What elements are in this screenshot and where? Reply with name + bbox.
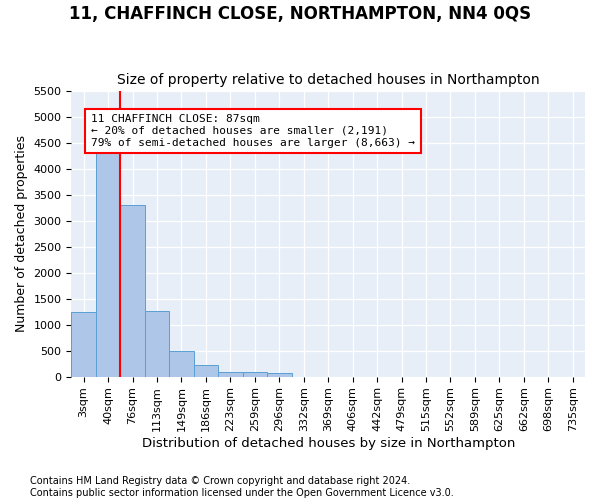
Bar: [71, 312, 96, 376]
Bar: [194, 365, 218, 376]
Bar: [169, 351, 194, 376]
Text: 11, CHAFFINCH CLOSE, NORTHAMPTON, NN4 0QS: 11, CHAFFINCH CLOSE, NORTHAMPTON, NN4 0Q…: [69, 5, 531, 23]
Bar: [96, 150, 121, 376]
Bar: [267, 374, 292, 376]
Text: 11 CHAFFINCH CLOSE: 87sqm
← 20% of detached houses are smaller (2,191)
79% of se: 11 CHAFFINCH CLOSE: 87sqm ← 20% of detac…: [91, 114, 415, 148]
Title: Size of property relative to detached houses in Northampton: Size of property relative to detached ho…: [117, 73, 539, 87]
X-axis label: Distribution of detached houses by size in Northampton: Distribution of detached houses by size …: [142, 437, 515, 450]
Bar: [242, 372, 267, 376]
Bar: [121, 205, 145, 376]
Bar: [145, 310, 169, 376]
Y-axis label: Number of detached properties: Number of detached properties: [15, 136, 28, 332]
Bar: [218, 372, 242, 376]
Text: Contains HM Land Registry data © Crown copyright and database right 2024.
Contai: Contains HM Land Registry data © Crown c…: [30, 476, 454, 498]
